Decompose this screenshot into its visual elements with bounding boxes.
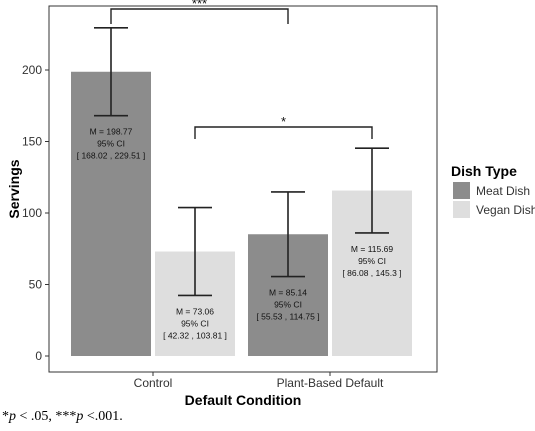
data-label: M = 85.14 95% CI[ 55.53 , 114.75 ] bbox=[256, 288, 319, 322]
x-tick-label: Control bbox=[134, 376, 173, 390]
legend-label: Vegan Dish bbox=[476, 203, 535, 217]
y-axis-title: Servings bbox=[6, 159, 22, 218]
significance-label: *** bbox=[192, 0, 207, 11]
significance-bracket: *** bbox=[110, 0, 289, 24]
x-tick-label: Plant-Based Default bbox=[277, 376, 384, 390]
legend-title: Dish Type bbox=[451, 163, 517, 179]
significance-footnote: *p < .05, ***p <.001. bbox=[2, 409, 123, 424]
bar bbox=[71, 71, 151, 356]
significance-label: * bbox=[281, 114, 286, 129]
bracket-line bbox=[110, 8, 289, 24]
data-label: M = 73.06 95% CI[ 42.32 , 103.81 ] bbox=[163, 306, 227, 340]
error-bar bbox=[271, 191, 305, 278]
data-label: M = 198.77 95% CI[ 168.02 , 229.51 ] bbox=[77, 127, 146, 161]
legend-swatch bbox=[453, 201, 470, 218]
y-tick-label: 0 bbox=[35, 349, 42, 363]
legend-label: Meat Dish bbox=[476, 184, 530, 198]
y-tick-label: 50 bbox=[29, 278, 43, 292]
legend: Dish Type Meat Dish Vegan Dish bbox=[451, 163, 535, 218]
plot-panel bbox=[48, 5, 438, 373]
legend-swatch bbox=[453, 182, 470, 199]
error-bar bbox=[94, 27, 128, 117]
x-axis-title: Default Condition bbox=[185, 392, 302, 408]
y-tick-label: 100 bbox=[22, 206, 42, 220]
significance-bracket: * bbox=[194, 114, 373, 139]
data-label: M = 115.69 95% CI[ 86.08 , 145.3 ] bbox=[342, 244, 401, 278]
bracket-line bbox=[194, 126, 373, 139]
error-bar bbox=[355, 147, 389, 234]
error-bar bbox=[178, 206, 212, 297]
y-tick-label: 200 bbox=[22, 63, 42, 77]
bar-chart: 0 50 100 150 200 Control Plant-Based Default De… bbox=[6, 0, 535, 408]
y-tick-label: 150 bbox=[22, 135, 42, 149]
